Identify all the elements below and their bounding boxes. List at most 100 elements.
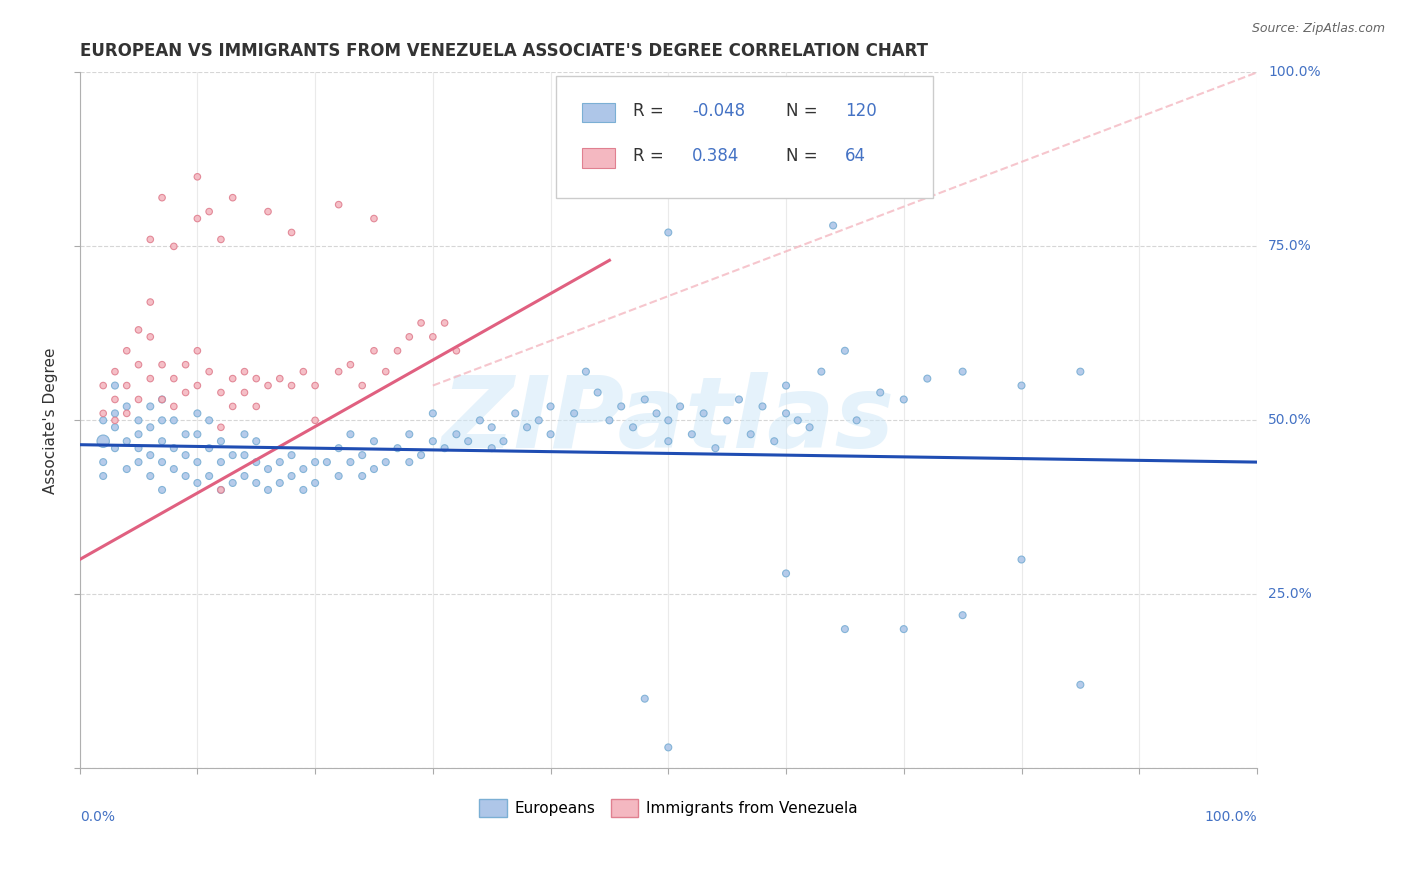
- Point: [104, 365, 127, 379]
- Point: [245, 475, 267, 490]
- Point: [128, 455, 150, 469]
- Point: [492, 434, 515, 449]
- Text: 25.0%: 25.0%: [1268, 587, 1312, 601]
- Point: [233, 385, 256, 400]
- Point: [198, 204, 221, 219]
- Point: [174, 448, 197, 462]
- Point: [893, 392, 915, 407]
- Point: [657, 226, 679, 240]
- Point: [681, 427, 703, 442]
- Point: [775, 566, 797, 581]
- Point: [786, 413, 808, 427]
- Point: [387, 441, 409, 455]
- Point: [374, 455, 396, 469]
- Point: [209, 483, 232, 497]
- Point: [446, 427, 468, 442]
- Point: [328, 441, 350, 455]
- Point: [104, 392, 127, 407]
- Point: [481, 441, 503, 455]
- Point: [328, 469, 350, 483]
- Point: [104, 441, 127, 455]
- Point: [139, 469, 162, 483]
- Point: [328, 365, 350, 379]
- Point: [269, 455, 291, 469]
- Point: [115, 434, 138, 449]
- Point: [209, 385, 232, 400]
- Point: [387, 343, 409, 358]
- Point: [245, 400, 267, 414]
- Point: [363, 434, 385, 449]
- Point: [728, 392, 751, 407]
- Point: [186, 211, 208, 226]
- Point: [115, 400, 138, 414]
- Point: [304, 413, 326, 427]
- Point: [222, 371, 245, 385]
- Point: [292, 483, 315, 497]
- Point: [139, 295, 162, 310]
- Point: [139, 232, 162, 246]
- Text: N =: N =: [786, 102, 823, 120]
- Point: [433, 316, 456, 330]
- Point: [115, 462, 138, 476]
- Text: 100.0%: 100.0%: [1268, 65, 1320, 79]
- Point: [422, 330, 444, 344]
- Point: [657, 413, 679, 427]
- Point: [893, 622, 915, 636]
- Point: [751, 400, 773, 414]
- Point: [128, 427, 150, 442]
- Point: [810, 365, 832, 379]
- Point: [233, 365, 256, 379]
- Point: [586, 162, 609, 177]
- Point: [468, 413, 491, 427]
- Point: [269, 475, 291, 490]
- Point: [363, 462, 385, 476]
- Point: [363, 343, 385, 358]
- Point: [516, 420, 538, 434]
- Point: [245, 371, 267, 385]
- Point: [634, 392, 657, 407]
- Point: [657, 740, 679, 755]
- Point: [186, 169, 208, 184]
- Point: [186, 475, 208, 490]
- Text: N =: N =: [786, 147, 823, 165]
- Point: [174, 427, 197, 442]
- Point: [115, 343, 138, 358]
- Point: [352, 378, 374, 392]
- Point: [91, 406, 114, 420]
- Point: [163, 239, 186, 253]
- Point: [645, 406, 668, 420]
- Point: [245, 434, 267, 449]
- Bar: [582, 148, 616, 168]
- Point: [139, 448, 162, 462]
- Point: [209, 420, 232, 434]
- Point: [163, 462, 186, 476]
- Text: EUROPEAN VS IMMIGRANTS FROM VENEZUELA ASSOCIATE'S DEGREE CORRELATION CHART: EUROPEAN VS IMMIGRANTS FROM VENEZUELA AS…: [80, 42, 928, 60]
- Point: [634, 691, 657, 706]
- Point: [209, 483, 232, 497]
- Point: [174, 358, 197, 372]
- Point: [917, 371, 939, 385]
- Point: [163, 441, 186, 455]
- Point: [115, 406, 138, 420]
- Point: [104, 378, 127, 392]
- Point: [740, 427, 762, 442]
- Point: [409, 316, 432, 330]
- Point: [598, 413, 620, 427]
- Point: [1069, 365, 1091, 379]
- Point: [657, 434, 679, 449]
- Point: [91, 455, 114, 469]
- Point: [222, 448, 245, 462]
- Point: [163, 371, 186, 385]
- Point: [540, 400, 562, 414]
- Point: [481, 420, 503, 434]
- Point: [91, 413, 114, 427]
- Point: [669, 400, 692, 414]
- Point: [128, 323, 150, 337]
- Text: Source: ZipAtlas.com: Source: ZipAtlas.com: [1251, 22, 1385, 36]
- Text: R =: R =: [633, 147, 669, 165]
- Point: [163, 413, 186, 427]
- Point: [292, 365, 315, 379]
- Point: [174, 385, 197, 400]
- Point: [540, 427, 562, 442]
- Point: [139, 371, 162, 385]
